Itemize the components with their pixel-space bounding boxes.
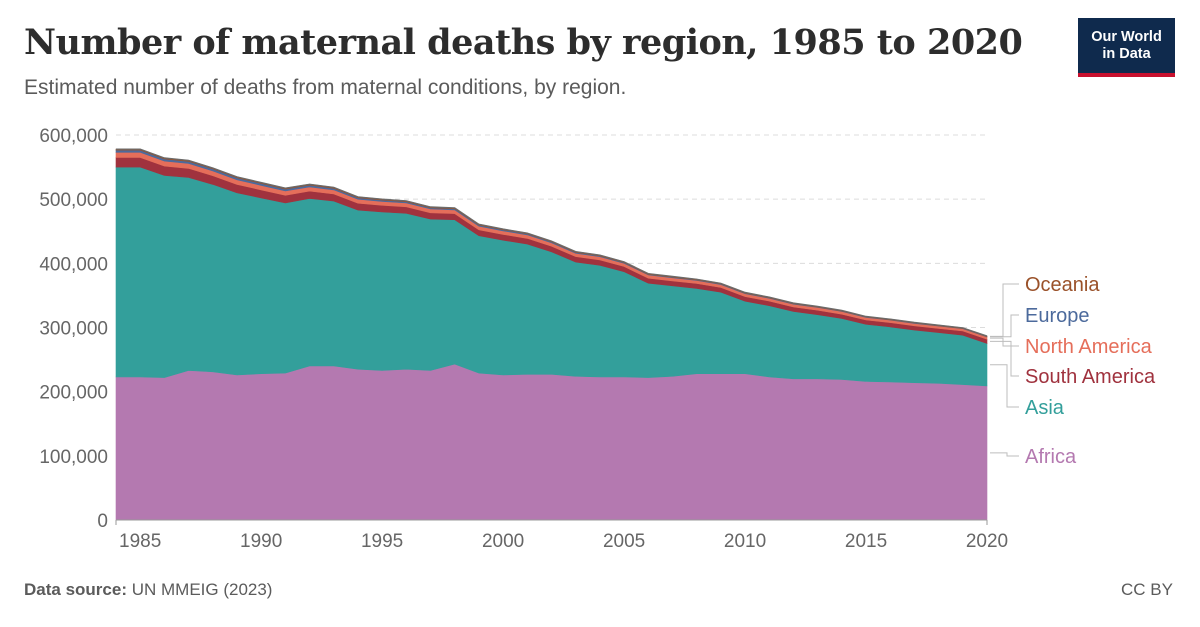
chart-title: Number of maternal deaths by region, 198… xyxy=(24,22,1023,63)
x-tick-label: 2020 xyxy=(966,531,1008,552)
legend-connector xyxy=(990,452,1019,457)
x-tick-label: 1990 xyxy=(240,531,282,552)
legend-label-africa: Africa xyxy=(1025,446,1077,468)
legend-label-asia: Asia xyxy=(1025,397,1065,419)
data-source-text: UN MMEIG (2023) xyxy=(131,580,273,599)
stack-top-outline xyxy=(116,148,988,337)
license-link[interactable]: CC BY xyxy=(1121,580,1173,599)
y-tick-label: 200,000 xyxy=(39,383,108,404)
logo-line-1: Our World xyxy=(1091,28,1162,45)
y-tick-label: 400,000 xyxy=(39,254,108,275)
x-tick-label: 1995 xyxy=(361,531,403,552)
chart-subtitle: Estimated number of deaths from maternal… xyxy=(24,76,627,99)
legend-label-oceania: Oceania xyxy=(1025,274,1100,296)
y-tick-label: 300,000 xyxy=(39,319,108,340)
owid-logo[interactable]: Our World in Data xyxy=(1078,18,1175,77)
x-tick-label: 1985 xyxy=(119,531,161,552)
y-tick-label: 0 xyxy=(97,511,108,532)
x-tick-label: 2005 xyxy=(603,531,645,552)
data-source-label: Data source: xyxy=(24,580,127,599)
x-tick-label: 2000 xyxy=(482,531,524,552)
legend-connector xyxy=(990,314,1019,338)
x-tick-label: 2015 xyxy=(845,531,887,552)
legend-label-north-america: North America xyxy=(1025,336,1153,358)
y-tick-label: 500,000 xyxy=(39,190,108,211)
legend-label-south-america: South America xyxy=(1025,366,1156,388)
logo-line-2: in Data xyxy=(1102,45,1151,62)
legend-connector xyxy=(990,283,1019,337)
data-source: Data source: UN MMEIG (2023) xyxy=(24,580,272,600)
x-tick-label: 2010 xyxy=(724,531,766,552)
legend-connector xyxy=(990,340,1019,377)
area-asia xyxy=(115,166,988,387)
legend-label-europe: Europe xyxy=(1025,305,1090,327)
y-tick-label: 600,000 xyxy=(39,126,108,147)
area-africa xyxy=(115,363,988,521)
y-tick-label: 100,000 xyxy=(39,447,108,468)
legend-connector xyxy=(990,337,1019,347)
legend-connector xyxy=(990,364,1019,408)
